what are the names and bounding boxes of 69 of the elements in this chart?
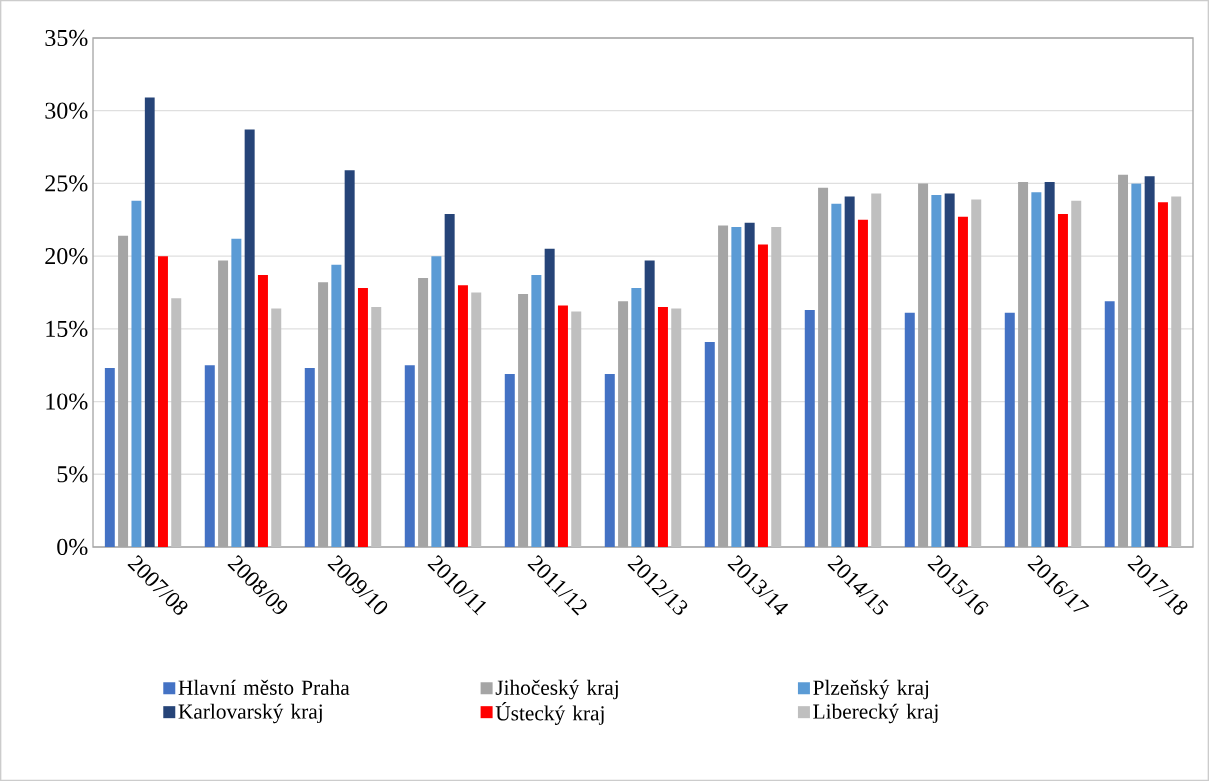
bar [457, 285, 468, 547]
bar [504, 373, 515, 547]
bar [904, 312, 915, 547]
bar [304, 368, 315, 547]
bar [271, 308, 282, 547]
bar [531, 275, 542, 547]
bar [257, 275, 268, 547]
bar [604, 373, 615, 547]
legend-label: Plzeňský kraj [813, 679, 929, 700]
bar [1004, 312, 1015, 547]
y-tick-label: 0% [57, 538, 88, 556]
y-tick-label: 5% [57, 466, 88, 483]
bar [831, 203, 842, 547]
bar [804, 309, 815, 547]
bar [704, 341, 715, 547]
bar [131, 200, 142, 547]
bar [971, 199, 982, 547]
legend-label: Liberecký kraj [813, 703, 938, 724]
bar [1031, 192, 1042, 547]
bar [871, 193, 882, 547]
bar [404, 365, 415, 547]
bar [931, 195, 942, 547]
bar [844, 196, 855, 547]
bar [471, 292, 482, 547]
bar [1044, 181, 1055, 547]
bar [204, 365, 215, 547]
legend-label: Ústecký kraj [495, 702, 604, 725]
bar [344, 170, 355, 547]
bar [744, 222, 755, 547]
bar [1131, 183, 1142, 547]
y-tick-label: 15% [46, 320, 88, 337]
bar [331, 264, 342, 547]
bar [1157, 202, 1168, 547]
bar [144, 97, 155, 547]
bar [544, 248, 555, 547]
bar [1071, 200, 1082, 547]
y-tick-label: 30% [45, 102, 88, 119]
bar [757, 244, 768, 547]
legend-label: Hlavní město Praha [178, 679, 350, 695]
y-tick-label: 25% [45, 175, 88, 192]
bar [231, 238, 242, 547]
bar [657, 307, 668, 547]
bar [1104, 301, 1115, 547]
bar [557, 305, 568, 547]
bar [357, 288, 368, 547]
bar [631, 288, 642, 547]
bar [644, 260, 655, 547]
bar [1057, 213, 1068, 547]
y-tick-label: 20% [45, 248, 88, 265]
y-tick-label: 35% [45, 29, 88, 47]
y-tick-label: 10% [46, 393, 88, 410]
bar [944, 193, 955, 547]
bar [957, 216, 968, 547]
bar [857, 219, 868, 547]
bar [571, 311, 582, 547]
legend-label: Jihočeský kraj [495, 679, 618, 700]
bar [157, 256, 168, 547]
bar [771, 227, 782, 547]
bar [1171, 196, 1182, 547]
bar [371, 307, 382, 547]
bar [171, 298, 182, 547]
bar [244, 129, 255, 547]
bar [104, 368, 115, 547]
legend-label: Karlovarský kraj [178, 703, 322, 724]
bar [431, 256, 442, 547]
bar [731, 227, 742, 547]
bar [444, 213, 455, 547]
bar [671, 308, 682, 547]
bar [1144, 176, 1155, 547]
